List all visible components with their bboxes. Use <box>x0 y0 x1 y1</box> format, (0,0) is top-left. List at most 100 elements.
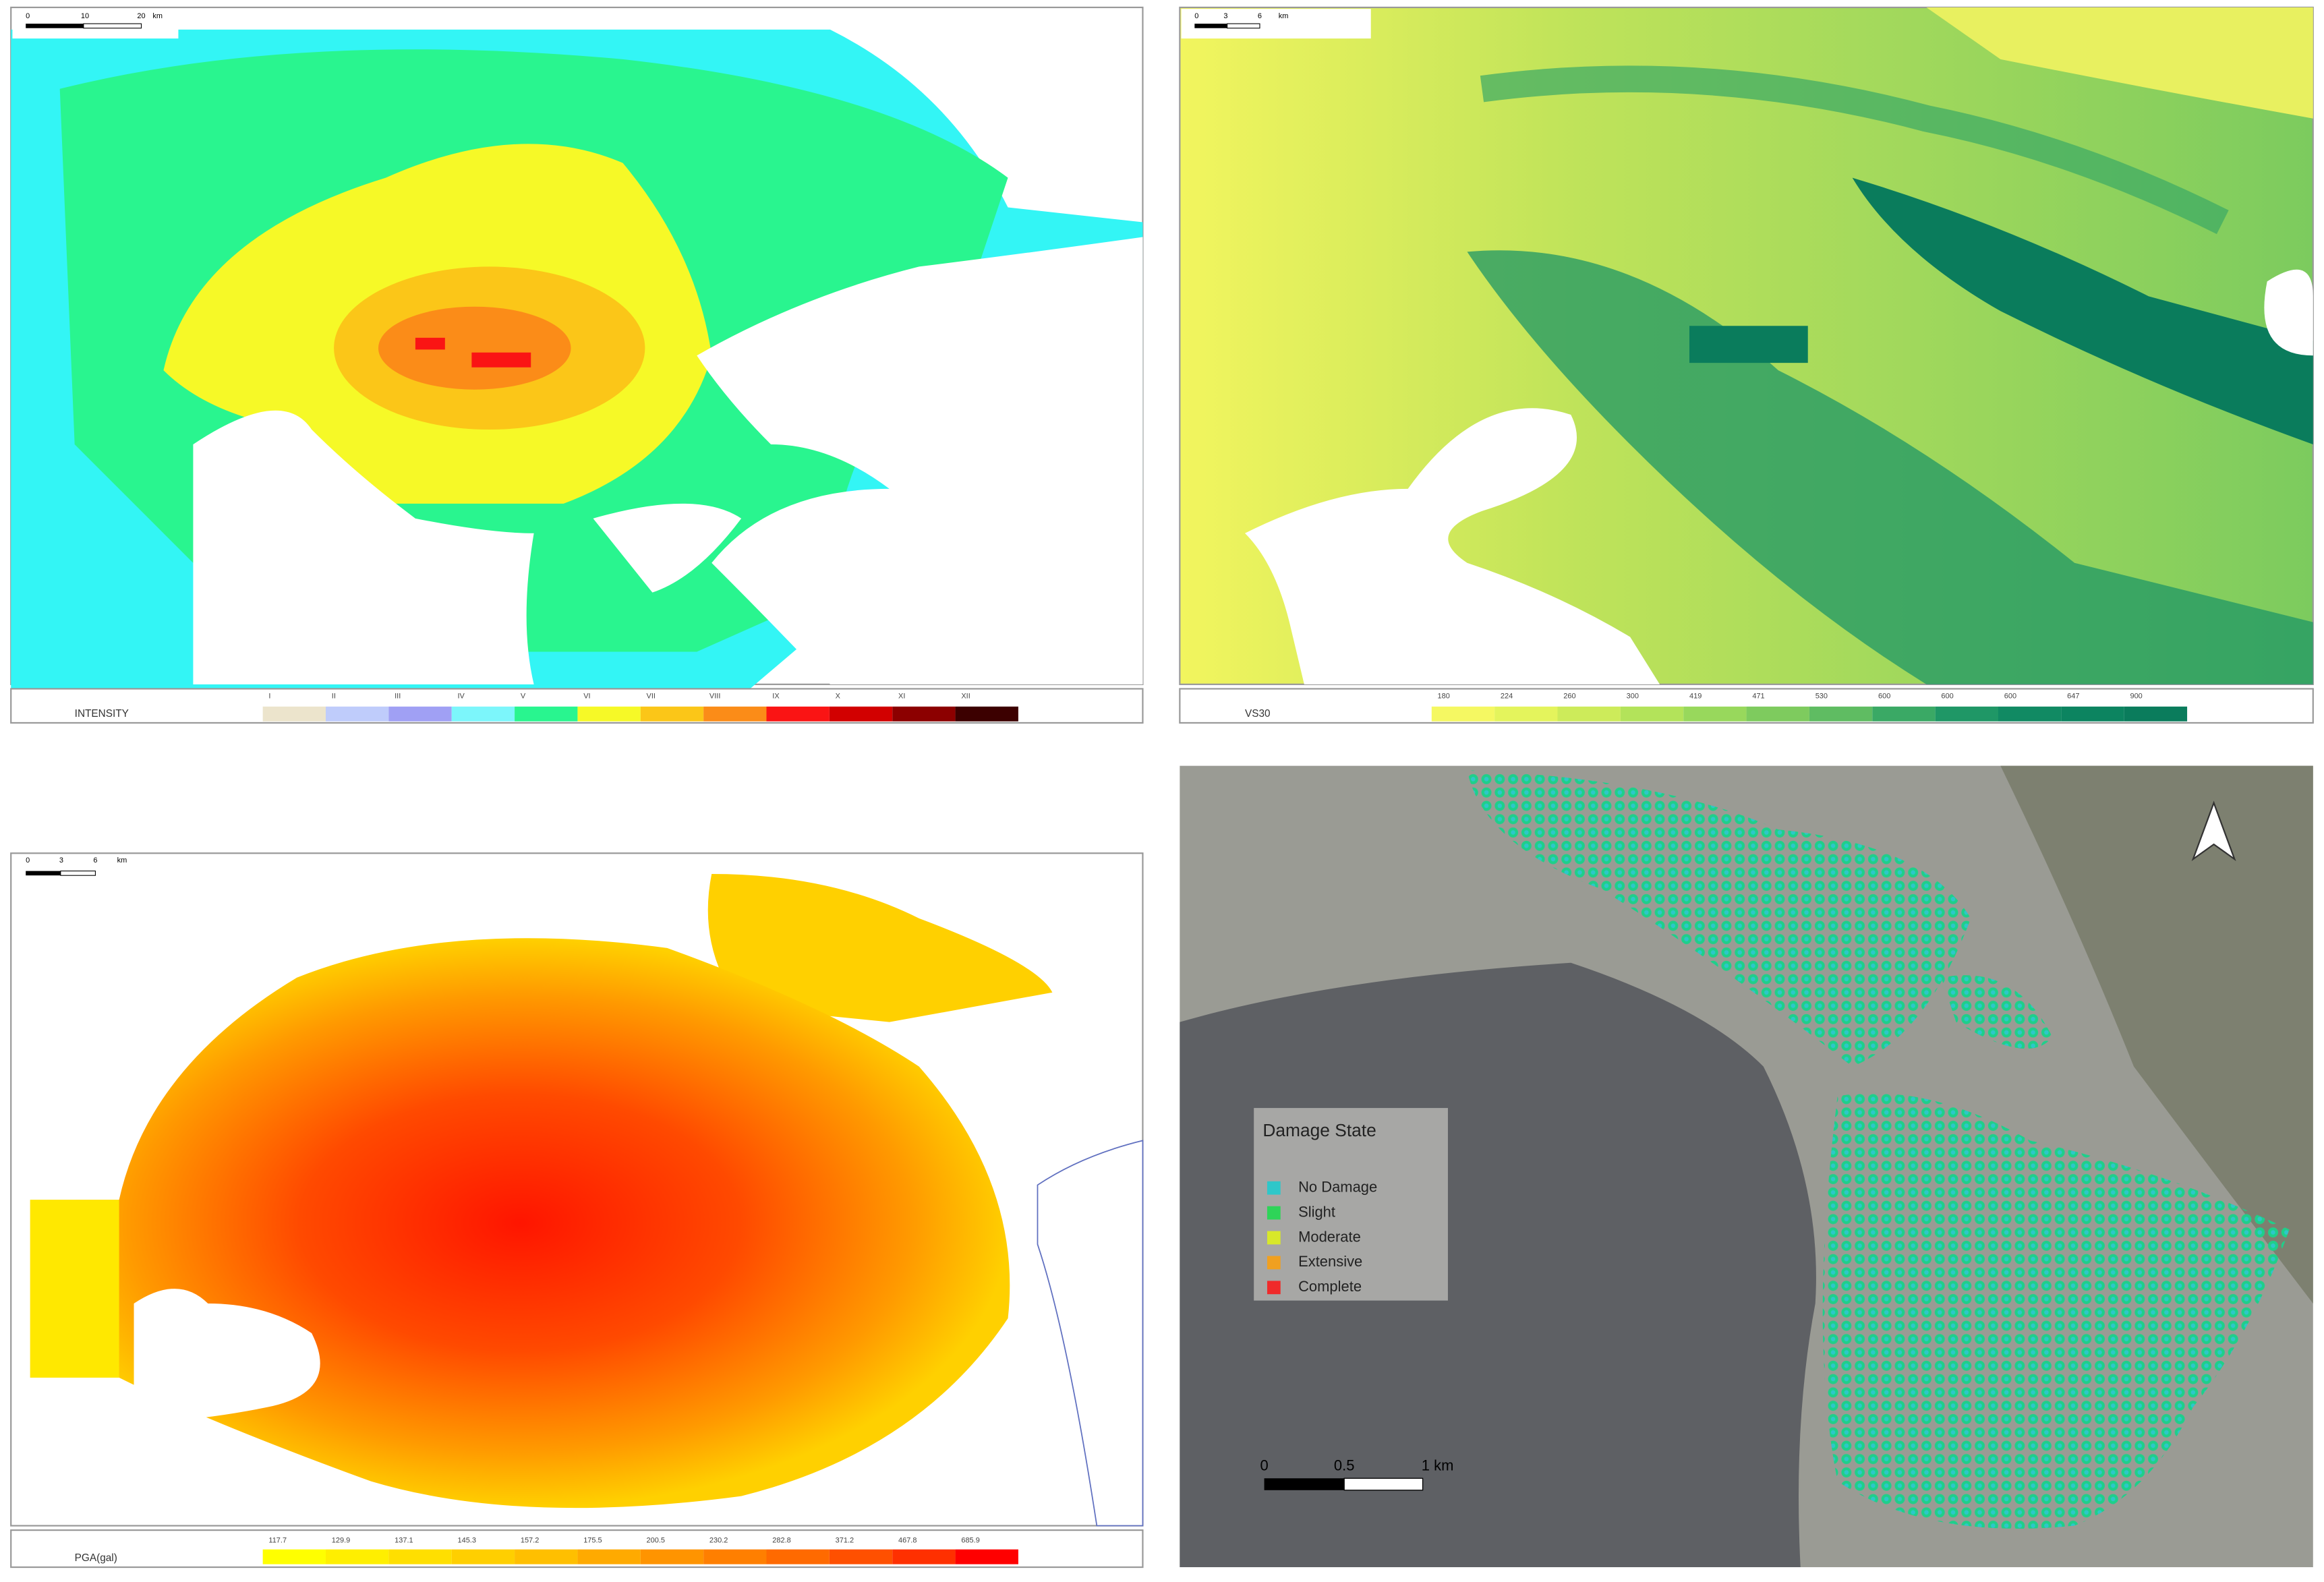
legend-label: 530 <box>1815 692 1828 700</box>
scale-label: 0 <box>1194 12 1198 20</box>
legend-label: 371.2 <box>836 1536 854 1544</box>
legend-title: VS30 <box>1245 708 1271 720</box>
legend-swatch <box>388 1549 452 1564</box>
scale-label: 0 <box>26 12 30 20</box>
buildings <box>1822 1093 2290 1529</box>
region <box>1926 7 2313 119</box>
legend-label: V <box>521 692 526 700</box>
legend-label: IX <box>772 692 780 700</box>
scale-label: 1 km <box>1422 1457 1454 1473</box>
legend-label: Moderate <box>1298 1228 1361 1245</box>
legend-swatch <box>829 706 893 722</box>
legend-swatch <box>1998 706 2062 722</box>
scale-label: km <box>152 12 163 20</box>
region <box>707 874 1053 1022</box>
region <box>1689 177 2313 444</box>
legend-label: VI <box>583 692 590 700</box>
legend-swatch <box>640 706 704 722</box>
legend-swatch <box>451 706 515 722</box>
legend-swatch <box>955 706 1018 722</box>
legend-swatch <box>1431 706 1495 722</box>
legend-label: 467.8 <box>898 1536 917 1544</box>
legend-label: No Damage <box>1298 1178 1377 1195</box>
legend-label: Slight <box>1298 1203 1335 1220</box>
legend-swatch <box>326 1549 389 1564</box>
legend-swatch <box>1267 1206 1281 1220</box>
scale-bar <box>83 23 142 29</box>
legend-swatch <box>577 1549 641 1564</box>
legend-swatch <box>515 1549 578 1564</box>
scale-label: km <box>1279 12 1289 20</box>
buildings <box>1941 975 2053 1049</box>
scale-bar <box>1343 1477 1424 1491</box>
legend-label: 647 <box>2067 692 2079 700</box>
legend-label: 145.3 <box>458 1536 476 1544</box>
pga-map <box>10 852 1144 1569</box>
legend-label: 180 <box>1438 692 1450 700</box>
legend-swatch <box>1267 1181 1281 1195</box>
legend-label: 129.9 <box>332 1536 350 1544</box>
legend-label: II <box>332 692 336 700</box>
sea <box>697 237 1143 684</box>
scale-bar <box>1194 24 1227 28</box>
legend-swatch <box>388 706 452 722</box>
legend-swatch <box>262 706 326 722</box>
scale-label: 3 <box>59 856 63 865</box>
scale-label: 10 <box>81 12 89 20</box>
scale-label: 6 <box>93 856 97 865</box>
legend-label: Complete <box>1298 1278 1362 1295</box>
scale-box <box>12 854 200 885</box>
legend-label: 900 <box>2130 692 2142 700</box>
intensity-map <box>10 6 1144 724</box>
legend-label: III <box>395 692 401 700</box>
legend-label: I <box>268 692 270 700</box>
legend-swatch <box>703 1549 767 1564</box>
scale-label: 3 <box>1223 12 1227 20</box>
legend-label: VII <box>647 692 656 700</box>
legend-label: 175.5 <box>583 1536 602 1544</box>
legend-label: 685.9 <box>961 1536 979 1544</box>
scale-box <box>1181 9 1371 39</box>
legend-swatch <box>451 1549 515 1564</box>
north-arrow <box>2191 800 2236 862</box>
legend-label: 300 <box>1627 692 1639 700</box>
region <box>378 306 571 390</box>
legend-label: 600 <box>2004 692 2016 700</box>
legend-swatch <box>1935 706 1998 722</box>
scale-bar <box>1227 23 1260 29</box>
legend-swatch <box>2124 706 2188 722</box>
legend-swatch <box>640 1549 704 1564</box>
vs30-map <box>1179 6 2314 724</box>
legend-label: XI <box>898 692 905 700</box>
legend-swatch <box>829 1549 893 1564</box>
legend-label: Extensive <box>1298 1253 1362 1270</box>
legend-swatch <box>1267 1256 1281 1270</box>
legend-swatch <box>515 706 578 722</box>
terrain <box>2000 765 2313 1304</box>
scale-bar <box>26 871 61 876</box>
region <box>1480 65 2229 235</box>
scale-bar <box>26 24 84 28</box>
legend-swatch <box>1620 706 1684 722</box>
legend-label: VIII <box>709 692 720 700</box>
sea <box>2264 269 2313 356</box>
legend-swatch <box>1683 706 1747 722</box>
scale-label: 0 <box>26 856 30 865</box>
scale-label: 0.5 <box>1334 1457 1355 1473</box>
legend-label: 471 <box>1752 692 1764 700</box>
legend-swatch <box>2061 706 2124 722</box>
legend-swatch <box>326 706 389 722</box>
scale-bar <box>1264 1478 1345 1490</box>
legend-swatch <box>1872 706 1936 722</box>
legend-swatch <box>1494 706 1558 722</box>
legend-title: Damage State <box>1262 1120 1376 1140</box>
scale-bar <box>60 871 96 876</box>
legend-box <box>1254 1108 1448 1301</box>
scale-label: 20 <box>137 12 145 20</box>
legend-title: PGA(gal) <box>75 1552 117 1564</box>
region <box>30 1200 119 1378</box>
legend-label: 200.5 <box>647 1536 665 1544</box>
legend-swatch <box>766 706 830 722</box>
